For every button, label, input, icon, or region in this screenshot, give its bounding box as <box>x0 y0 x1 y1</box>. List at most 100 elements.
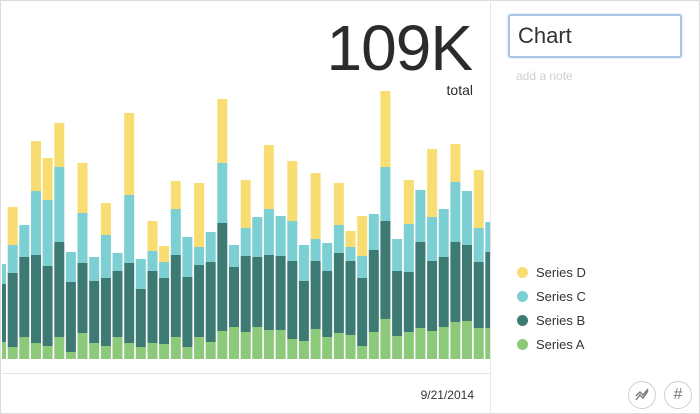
bar-segment-series-a <box>159 344 170 359</box>
bar-segment-series-c <box>357 256 368 278</box>
bar-segment-series-b <box>357 278 368 346</box>
bar-segment-series-a <box>252 327 263 359</box>
bar-segment-series-d <box>7 207 18 245</box>
bar-segment-series-c <box>462 191 472 245</box>
bar-segment-series-b <box>275 256 286 330</box>
bar-segment-series-b <box>438 257 449 327</box>
bar-segment-series-c <box>19 225 30 257</box>
legend-swatch <box>517 290 528 302</box>
chart-type-button[interactable] <box>628 381 656 409</box>
bar-segment-series-a <box>450 322 461 359</box>
bar-segment-series-a <box>380 319 391 359</box>
note-input[interactable] <box>516 67 686 85</box>
legend-item-series-a: Series A <box>517 332 586 356</box>
bar-segment-series-d <box>263 145 274 209</box>
legend-item-series-d: Series D <box>517 260 586 284</box>
bar-segment-series-b <box>240 256 251 332</box>
bar-segment-series-c <box>182 237 193 277</box>
legend-label: Series A <box>536 336 585 352</box>
bar-segment-series-b <box>462 245 472 321</box>
bar-segment-series-b <box>42 266 53 346</box>
bar-segment-series-c <box>473 228 484 262</box>
x-axis-line <box>2 373 490 374</box>
bar-segment-series-c <box>159 262 170 278</box>
bar-segment-series-c <box>54 167 65 242</box>
bar-segment-series-d <box>345 231 356 247</box>
legend-swatch <box>517 266 528 278</box>
bar-segment-series-c <box>368 214 379 250</box>
bar-segment-series-c <box>310 239 321 261</box>
legend-swatch <box>517 338 528 350</box>
bar-segment-series-a <box>19 337 30 359</box>
bar-segment-series-b <box>287 261 298 339</box>
stacked-bar-chart <box>2 91 490 359</box>
bar-segment-series-a <box>392 336 403 359</box>
bar-segment-series-d <box>42 158 53 200</box>
bar-segment-series-b <box>415 242 426 328</box>
bar-segment-series-d <box>124 113 135 195</box>
bar-segment-series-b <box>229 267 239 327</box>
legend: Series D Series C Series B Series A <box>517 260 586 356</box>
bar-segment-series-c <box>217 163 228 223</box>
bar-segment-series-a <box>438 327 449 359</box>
bar-segment-series-a <box>100 346 111 359</box>
bar-segment-series-a <box>368 332 379 359</box>
bar-segment-series-a <box>124 343 135 359</box>
legend-label: Series C <box>536 288 586 304</box>
bar-segment-series-c <box>263 209 274 255</box>
bar-segment-series-c <box>438 209 449 257</box>
legend-label: Series B <box>536 312 586 328</box>
bar-segment-series-d <box>240 180 251 228</box>
bar-segment-series-a <box>42 346 53 359</box>
bar-segment-series-a <box>310 329 321 359</box>
bar-segment-series-d <box>427 149 438 217</box>
bar-segment-series-b <box>392 271 403 336</box>
bar-segment-series-a <box>229 327 239 359</box>
bar-segment-series-b <box>345 261 356 335</box>
bar-segment-series-a <box>427 331 438 359</box>
bar-segment-series-c <box>240 228 251 256</box>
bar-segment-series-d <box>194 183 205 247</box>
bar-segment-series-b <box>159 278 170 344</box>
bar-segment-series-b <box>54 242 65 337</box>
bar-segment-series-c <box>252 217 263 257</box>
bar-segment-series-b <box>322 271 333 337</box>
chart-title-input[interactable] <box>508 14 682 58</box>
bar-segment-series-c <box>415 190 426 242</box>
bar-segment-series-c <box>345 247 356 261</box>
bar-segment-series-c <box>42 200 53 266</box>
bar-segment-series-b <box>19 257 30 337</box>
number-format-button[interactable]: # <box>664 381 692 409</box>
bar-segment-series-a <box>112 337 123 359</box>
bar-segment-series-a <box>415 328 426 359</box>
bar-segment-series-b <box>89 281 100 343</box>
bar-segment-series-d <box>333 183 344 225</box>
bar-segment-series-c <box>65 252 76 282</box>
bar-segment-series-b <box>252 257 263 327</box>
bar-segment-series-b <box>263 255 274 330</box>
bar-segment-series-b <box>112 271 123 337</box>
bar-segment-series-a <box>287 339 298 359</box>
bar-segment-series-d <box>403 180 414 224</box>
bar-segment-series-c <box>2 264 6 284</box>
legend-item-series-b: Series B <box>517 308 586 332</box>
bar-segment-series-b <box>485 252 490 328</box>
bar-segment-series-b <box>473 262 484 328</box>
summary-caption: total <box>446 82 473 98</box>
bar-segment-series-a <box>205 342 216 359</box>
bar-segment-series-b <box>298 281 309 341</box>
bar-segment-series-a <box>345 335 356 359</box>
bar-segment-series-d <box>473 170 484 228</box>
bar-segment-series-a <box>2 342 6 359</box>
bar-segment-series-a <box>473 328 484 359</box>
bar-segment-series-d <box>77 163 88 213</box>
bar-segment-series-b <box>31 255 41 343</box>
bar-segment-series-b <box>217 223 228 331</box>
bar-segment-series-c <box>229 245 239 267</box>
bar-segment-series-c <box>403 224 414 272</box>
bar-segment-series-b <box>170 255 181 337</box>
bar-segment-series-a <box>65 352 76 359</box>
bar-segment-series-d <box>100 203 111 235</box>
legend-swatch <box>517 314 528 326</box>
bar-segment-series-b <box>135 289 146 347</box>
